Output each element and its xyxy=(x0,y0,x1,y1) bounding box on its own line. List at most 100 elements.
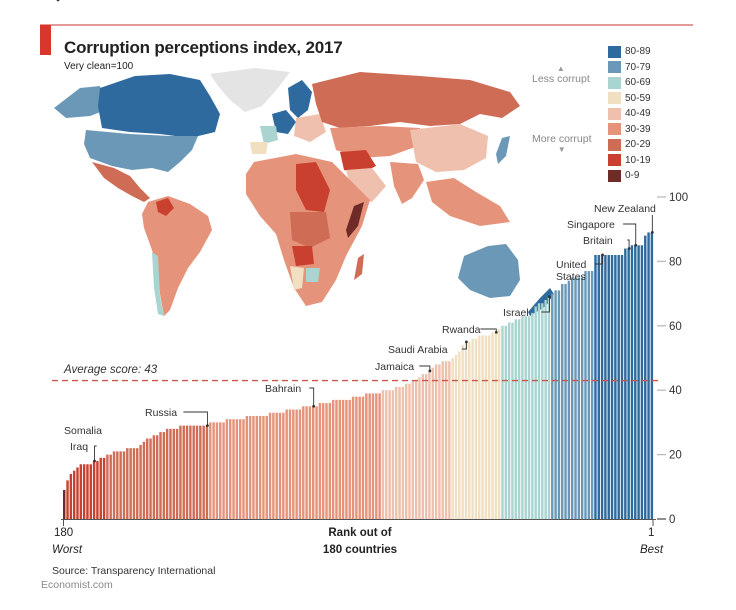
brand-credit: Economist.com xyxy=(41,579,113,591)
map-eastern-europe xyxy=(294,114,326,142)
annotation: Singapore xyxy=(567,219,638,247)
annotation-leader xyxy=(623,223,637,246)
bar xyxy=(162,432,166,519)
annotation: Bahrain xyxy=(265,383,316,408)
bar xyxy=(474,338,478,519)
source-note: Source: Transparency International xyxy=(52,565,216,577)
bar xyxy=(610,254,614,519)
bar xyxy=(458,351,461,519)
bar xyxy=(106,454,109,519)
map-botswana xyxy=(306,268,320,282)
bar xyxy=(315,406,318,519)
bar xyxy=(365,393,368,519)
legend-swatch xyxy=(608,154,621,167)
bar xyxy=(551,293,554,519)
bar xyxy=(511,322,514,519)
bar xyxy=(89,464,92,519)
annotation-dot xyxy=(650,231,654,234)
bar xyxy=(501,325,504,519)
bar xyxy=(305,406,308,519)
legend-label: 50-59 xyxy=(625,92,651,104)
bar xyxy=(126,448,129,519)
bar xyxy=(630,245,634,520)
bar xyxy=(189,425,192,519)
bar xyxy=(547,296,551,519)
bar xyxy=(321,403,325,519)
map-scandinavia xyxy=(288,80,312,118)
bar xyxy=(580,277,584,519)
bar xyxy=(424,374,428,519)
map-middle-east xyxy=(340,150,376,174)
bar xyxy=(86,464,89,519)
bar xyxy=(594,254,597,519)
bar xyxy=(411,380,415,519)
annotation-dot xyxy=(634,243,638,247)
map-mexico xyxy=(92,162,150,202)
bar xyxy=(634,245,637,520)
annotation-leader xyxy=(309,387,315,407)
bar xyxy=(378,393,381,519)
bar xyxy=(328,403,332,519)
annotation-dot xyxy=(548,295,551,299)
legend-label: 20-29 xyxy=(625,139,651,151)
annotation-leader xyxy=(595,254,603,265)
y-tick-label: 80 xyxy=(669,256,682,268)
bar xyxy=(431,367,434,519)
bar xyxy=(69,473,73,519)
legend-item: 0-9 xyxy=(608,168,651,184)
bar xyxy=(295,409,298,519)
bar xyxy=(355,396,358,519)
annotation-dot xyxy=(56,0,60,2)
bar xyxy=(129,448,132,519)
bar xyxy=(232,419,235,519)
bar xyxy=(288,409,292,519)
x-axis-title-line2: 180 countries xyxy=(322,544,398,556)
annotation-label: Bahrain xyxy=(265,383,301,395)
bar xyxy=(205,425,209,519)
bar xyxy=(119,451,122,519)
map-alaska xyxy=(54,86,106,118)
map-france xyxy=(260,126,278,144)
bar xyxy=(620,254,624,519)
annotation-label: Jamaica xyxy=(375,361,414,373)
bar xyxy=(179,425,182,519)
bar xyxy=(647,232,650,520)
bar xyxy=(484,335,488,519)
bar xyxy=(428,370,431,519)
annotation-dot xyxy=(428,369,432,373)
legend-item: 60-69 xyxy=(608,75,651,91)
bar xyxy=(285,409,288,519)
bar xyxy=(587,271,591,519)
average-label: Average score: 43 xyxy=(64,364,158,376)
bar xyxy=(454,354,458,519)
bar xyxy=(441,361,444,519)
y-tick-label: 0 xyxy=(669,514,675,526)
bar xyxy=(185,425,189,519)
bar xyxy=(318,403,322,519)
bar xyxy=(531,312,534,519)
y-axis: 0 20 40 60 80 100 xyxy=(657,192,688,526)
map-madagascar xyxy=(354,254,364,280)
bar xyxy=(159,432,162,519)
legend-label: 30-39 xyxy=(625,123,651,135)
annotation-leader xyxy=(419,365,431,371)
map-india xyxy=(390,162,424,204)
bar xyxy=(521,316,524,519)
bar xyxy=(567,280,571,519)
bar xyxy=(146,438,149,519)
x-label-180: 180 xyxy=(54,527,74,539)
annotation: Russia xyxy=(145,407,209,428)
bar xyxy=(262,415,265,519)
less-corrupt-cue: ▲ Less corrupt xyxy=(532,64,590,85)
y-tick-label: 60 xyxy=(669,321,682,333)
map-central-asia xyxy=(330,126,420,158)
annotation-dot xyxy=(206,424,209,428)
bar xyxy=(298,409,302,519)
bar xyxy=(650,232,654,520)
annotation-dot xyxy=(627,247,631,250)
annotation-label: Singapore xyxy=(567,219,615,231)
annotation: Britain xyxy=(583,235,631,250)
top-rule xyxy=(40,24,693,26)
bar xyxy=(308,406,312,519)
annotation-label: Somalia xyxy=(64,425,102,437)
